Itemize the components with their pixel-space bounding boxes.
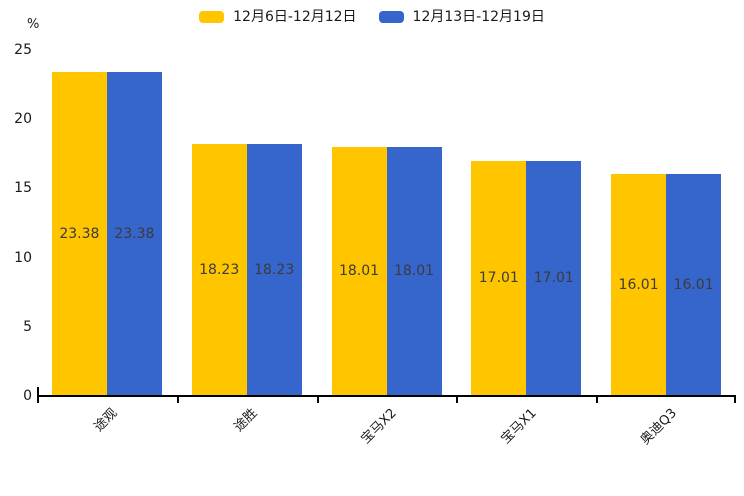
category-label-宝马X1: 宝马X1 [498,405,540,447]
bar-week2-宝马X2 [386,146,442,396]
legend-swatch-week1-icon [199,11,225,23]
x-axis-tick [316,397,319,403]
bar-value-label: 18.01 [393,263,435,280]
bar-week1-途胜 [191,143,247,396]
y-axis-tick-label: 20 [14,111,32,128]
y-axis-tick-label: 0 [23,388,32,404]
legend-swatch-week2-icon [378,11,404,23]
bar-value-label: 23.38 [59,226,100,243]
y-axis-tick-label: 10 [14,249,32,266]
y-axis-tick-label: 25 [14,42,32,58]
category-label-宝马X2: 宝马X2 [358,405,400,447]
bar-value-label: 17.01 [533,270,574,287]
bar-value-label: 18.23 [199,261,240,278]
bar-week2-途胜 [246,143,302,396]
bar-week2-宝马X1 [526,160,582,396]
bar-week1-奥迪Q3 [611,174,667,396]
bar-week1-宝马X2 [331,146,387,396]
x-axis-line [37,395,736,397]
x-axis-tick [596,397,599,403]
legend-item-week2[interactable]: 12月13日-12月19日 [378,7,545,27]
y-axis-unit-label: % [27,17,40,32]
y-axis-origin-tick [37,387,39,396]
y-axis-tick-label: 5 [23,318,32,335]
legend-item-week1[interactable]: 12月6日-12月12日 [199,7,357,27]
bar-value-label: 17.01 [478,270,519,287]
x-axis-tick [734,397,736,403]
bar-week1-途观 [51,72,107,396]
category-label-奥迪Q3: 奥迪Q3 [637,405,680,448]
bar-value-label: 18.01 [338,263,380,280]
bar-week1-宝马X1 [471,160,527,396]
category-label-途胜: 途胜 [231,405,261,435]
bar-value-label: 23.38 [114,226,155,243]
chart-legend: 12月6日-12月12日 12月13日-12月19日 [0,7,744,27]
bar-value-label: 16.01 [673,277,714,294]
legend-label-week1: 12月6日-12月12日 [233,9,357,25]
category-label-途观: 途观 [91,405,121,435]
y-axis-tick-label: 15 [14,180,32,197]
x-axis-tick [176,397,179,403]
x-axis-tick [456,397,459,403]
x-axis-tick [37,397,39,403]
bar-week2-奥迪Q3 [666,174,722,396]
bar-value-label: 16.01 [618,277,659,294]
bar-week2-途观 [106,72,162,396]
bar-value-label: 18.23 [254,261,295,278]
legend-label-week2: 12月13日-12月19日 [412,9,545,25]
